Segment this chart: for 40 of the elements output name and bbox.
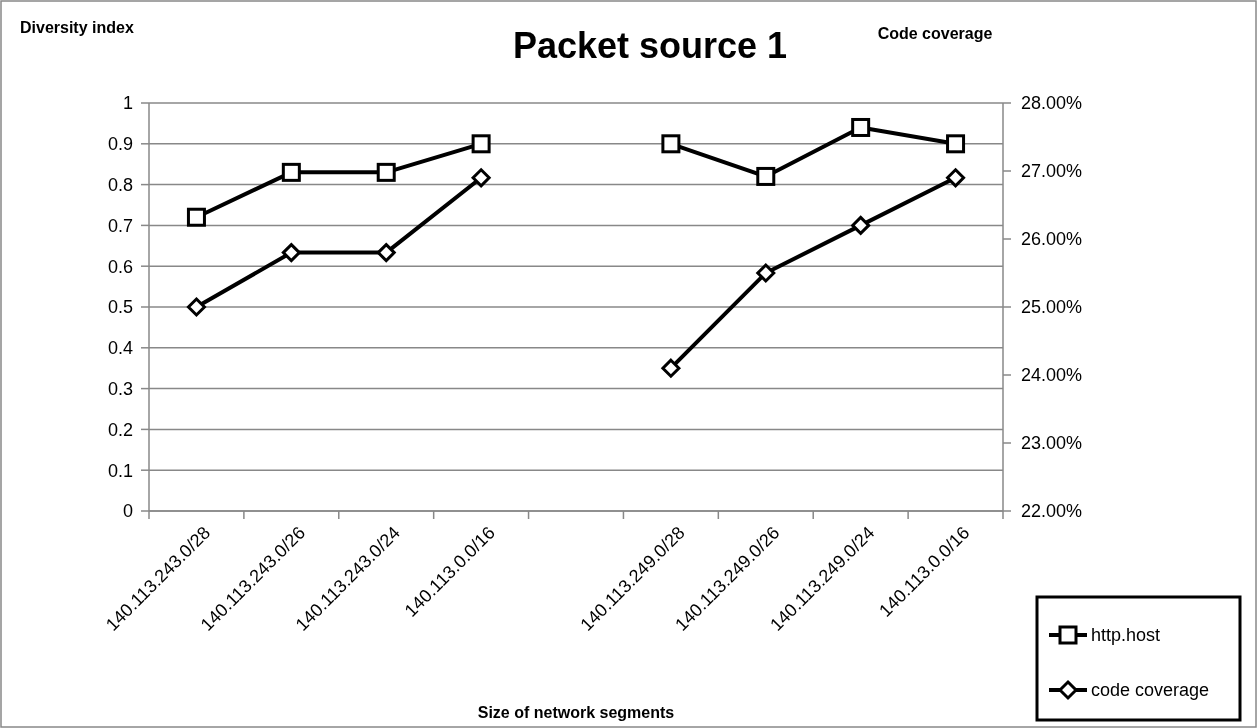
y2-axis-title: Code coverage [877,25,993,42]
point [756,166,776,186]
y-tick-label: 0.5 [107,297,133,318]
y-tick-label: 0.7 [107,215,133,236]
point [376,243,396,263]
x-axis-title: Size of network segments [477,704,675,721]
chart-title: Packet source 1 [512,25,788,66]
point [471,134,491,154]
point [851,117,871,137]
y-axis-title: Diversity index [20,19,134,36]
y-tick-label: 1 [122,93,133,114]
point [851,215,871,235]
y-tick-label: 0.3 [107,378,133,399]
point [281,243,301,263]
y-tick-label: 0.8 [107,174,133,195]
point [376,162,396,182]
y2-tick-label: 23.00% [1021,433,1083,454]
point [946,168,966,188]
point [186,297,206,317]
y2-tick-label: 25.00% [1021,297,1083,318]
point [661,134,681,154]
y-tick-label: 0 [122,501,133,522]
point [186,207,206,227]
y-tick-label: 0.2 [107,419,133,440]
y-tick-label: 0.1 [107,460,133,481]
y-tick-label: 0.9 [107,134,133,155]
y2-tick-label: 28.00% [1021,93,1083,114]
point [661,358,681,378]
point [756,263,776,283]
y-tick-label: 0.4 [107,338,133,359]
point [281,162,301,182]
y2-tick-label: 27.00% [1021,161,1083,182]
y2-tick-label: 24.00% [1021,365,1083,386]
y-tick-label: 0.6 [107,256,133,277]
legend-label: http.host [1091,625,1161,646]
y2-tick-label: 22.00% [1021,501,1083,522]
legend-label: code coverage [1091,680,1210,701]
point [471,168,491,188]
point [946,134,966,154]
y2-tick-label: 26.00% [1021,229,1083,250]
